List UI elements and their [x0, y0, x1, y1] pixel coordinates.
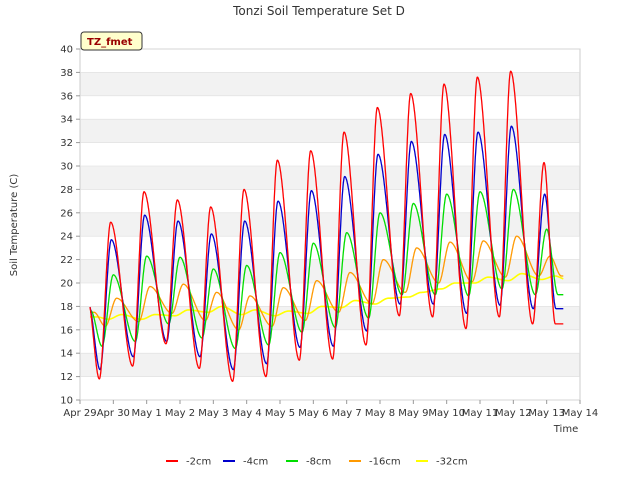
- y-tick-label: 26: [60, 208, 73, 219]
- grid-band: [80, 119, 580, 143]
- x-tick-label: May 9: [398, 408, 428, 419]
- y-tick-label: 20: [60, 279, 73, 290]
- x-tick-label: May 14: [562, 408, 599, 419]
- legend-label: -4cm: [243, 457, 268, 468]
- x-tick-label: May 7: [332, 408, 362, 419]
- grid-band: [80, 329, 580, 354]
- x-tick-label: May 4: [232, 408, 262, 419]
- grid-band: [80, 353, 580, 377]
- site-badge: TZ_fmet: [80, 31, 143, 51]
- legend-label: -32cm: [436, 457, 468, 468]
- y-tick-label: 12: [60, 372, 73, 383]
- y-tick-label: 14: [60, 349, 73, 360]
- grid-band: [80, 142, 580, 166]
- grid-band: [80, 49, 580, 73]
- x-tick-label: Apr 29: [63, 408, 96, 419]
- y-tick-label: 30: [60, 162, 73, 173]
- y-tick-label: 18: [60, 302, 73, 313]
- x-tick-label: May 3: [198, 408, 228, 419]
- grid-band: [80, 95, 580, 120]
- y-axis: 10 12 14 16 18 20 22 24 26 28 30 32 34 36 38 40: [60, 45, 580, 407]
- grid-band: [80, 306, 580, 330]
- y-tick-label: 32: [60, 138, 73, 149]
- y-tick-label: 24: [60, 232, 73, 243]
- x-tick-label: May 5: [265, 408, 295, 419]
- grid-band: [80, 72, 580, 96]
- x-axis: Apr 29 Apr 30 May 1 May 2 May 3 May 4 May 5 May…: [63, 400, 598, 419]
- y-tick-label: 22: [60, 255, 73, 266]
- series-line-minus-2cm: [89, 70, 564, 382]
- x-tick-label: May 11: [462, 408, 499, 419]
- series-lines: [89, 70, 564, 382]
- x-axis-label: Time: [553, 424, 578, 435]
- grid-band: [80, 376, 580, 400]
- legend: -2cm -4cm -8cm -16cm -32cm: [166, 457, 468, 468]
- grid-band: [80, 166, 580, 190]
- grid-band: [80, 236, 580, 260]
- x-tick-label: May 10: [428, 408, 465, 419]
- legend-label: -16cm: [369, 457, 401, 468]
- site-badge-box: [80, 31, 143, 51]
- y-tick-label: 36: [60, 91, 73, 102]
- y-tick-label: 16: [60, 325, 73, 336]
- legend-label: -8cm: [306, 457, 331, 468]
- y-tick-label: 38: [60, 68, 73, 79]
- x-tick-label: May 2: [165, 408, 195, 419]
- x-tick-label: May 6: [298, 408, 328, 419]
- x-tick-label: Apr 30: [97, 408, 130, 419]
- x-tick-label: May 12: [495, 408, 532, 419]
- series-line-minus-4cm: [89, 125, 564, 371]
- legend-label: -2cm: [186, 457, 211, 468]
- y-tick-label: 34: [60, 115, 73, 126]
- y-tick-label: 40: [60, 45, 73, 56]
- x-tick-label: May 13: [528, 408, 565, 419]
- y-tick-label: 10: [60, 396, 73, 407]
- y-axis-label: Soil Temperature (C): [9, 174, 20, 277]
- y-tick-label: 28: [60, 185, 73, 196]
- chart-title: Tonzi Soil Temperature Set D: [232, 4, 405, 18]
- x-tick-label: May 1: [132, 408, 162, 419]
- grid-band: [80, 283, 580, 307]
- site-badge-label: TZ_fmet: [87, 37, 133, 48]
- x-tick-label: May 8: [365, 408, 395, 419]
